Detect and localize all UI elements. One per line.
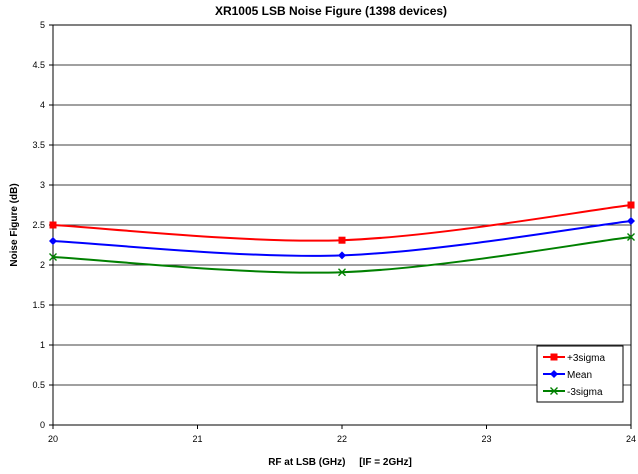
y-tick-label: 2 [40,260,45,270]
x-axis-label: RF at LSB (GHz) [IF = 2GHz] [268,457,412,468]
y-tick-label: 4 [40,100,45,110]
y-tick-label: 0 [40,420,45,430]
x-tick-label: 23 [481,434,491,444]
y-tick-label: 3.5 [32,140,45,150]
data-point [338,251,346,260]
legend-marker [550,387,558,395]
data-point [338,236,346,244]
legend-marker [550,370,558,378]
legend: +3sigma Mean -3sigma [536,345,624,403]
x-tick-label: 20 [48,434,58,444]
data-point [627,233,635,241]
y-tick-label: 3 [40,180,45,190]
legend-label: +3sigma [567,353,606,364]
legend-marker [550,353,558,361]
y-tick-label: 0.5 [32,380,45,390]
x-tick-label: 24 [626,434,636,444]
x-tick-label: 22 [337,434,347,444]
series-line [52,204,632,242]
y-tick-label: 1 [40,340,45,350]
x-tick-label: 21 [192,434,202,444]
y-tick-label: 4.5 [32,60,45,70]
y-axis-label: Noise Figure (dB) [9,183,20,266]
data-point [49,253,57,261]
legend-label: Mean [567,370,592,381]
data-point [49,221,57,229]
y-tick-label: 2.5 [32,220,45,230]
data-point [627,217,635,225]
chart-title: XR1005 LSB Noise Figure (1398 devices) [215,4,447,18]
y-tick-label: 5 [40,20,45,30]
data-point [627,201,635,209]
y-tick-label: 1.5 [32,300,45,310]
data-point [49,237,57,245]
data-point [338,268,346,277]
plot-area: 0 0.5 1 1.5 2 2.5 3 3.5 4 4.5 5 20 21 22 23 24 [32,20,636,444]
legend-label: -3sigma [567,387,603,398]
